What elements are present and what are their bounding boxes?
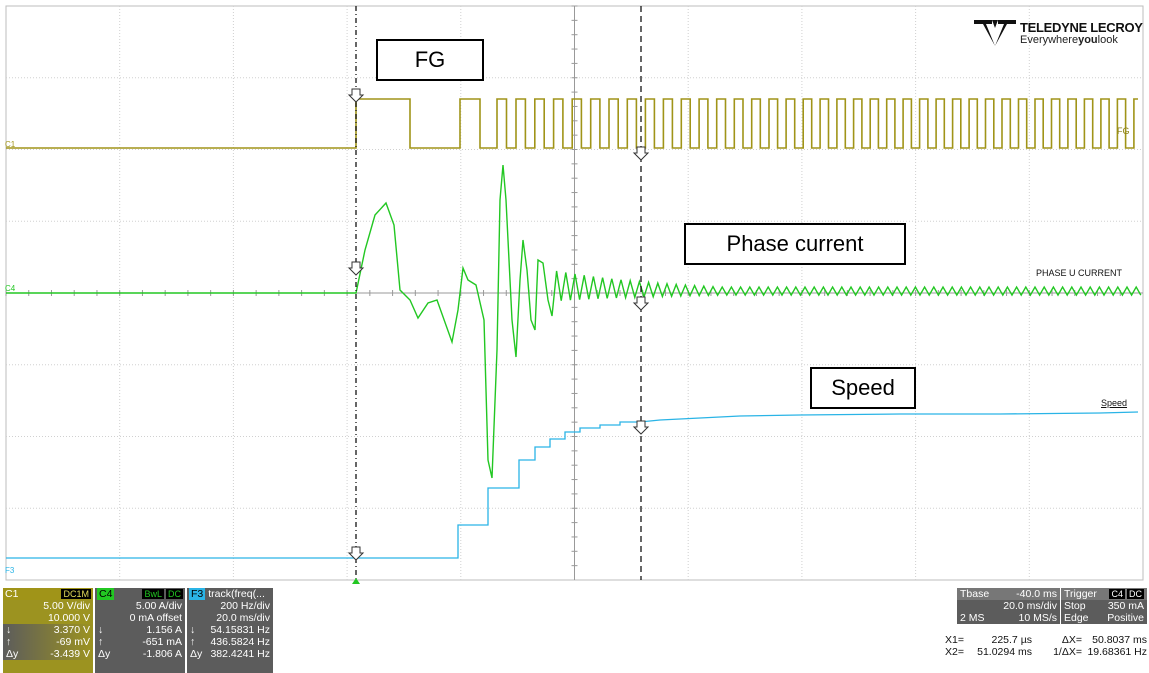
f3-row: Δy 382.4241 Hz: [187, 648, 273, 660]
c1-row-label: ↑: [6, 636, 12, 648]
cursor-inv-dx-value: 19.68361 Hz: [1087, 646, 1147, 658]
c4-cursor-x1-marker: [347, 261, 365, 276]
logo-tagline: Everywhereyoulook: [1020, 34, 1118, 46]
speed-trace-label: Speed: [1101, 398, 1128, 408]
c1-row-value: -69 mV: [56, 636, 90, 648]
f3-row-value: 54.15831 Hz: [210, 624, 270, 636]
f3-cursor-x2-marker: [632, 420, 650, 435]
c1-row: 10.000 V: [3, 612, 93, 624]
phase-current-annotation: Phase current: [684, 223, 906, 265]
cursor-dx-value: 50.8037 ms: [1092, 634, 1147, 646]
f3-function-title: track(freq(...: [208, 588, 265, 600]
c1-row-label: ↓: [6, 624, 12, 636]
c1-row-value: 5.00 V/div: [43, 600, 90, 612]
c1-row-label: [6, 600, 22, 612]
c4-channel-panel[interactable]: C4 BwL DC 5.00 A/div 0 mA offset ↓ 1.156 A ↑…: [95, 588, 185, 673]
f3-marker[interactable]: F3: [5, 566, 15, 575]
c4-bwl-badge: BwL: [142, 589, 164, 599]
c4-row-value: 5.00 A/div: [135, 600, 182, 612]
f3-row-label: [190, 600, 206, 612]
logo-mark-icon: [974, 20, 1016, 46]
c1-row: Δy -3.439 V: [3, 648, 93, 660]
cursor-readout-row-1: X1= 225.7 µs ΔX= 50.8037 ms: [945, 634, 1147, 646]
c4-row-label: Δy: [98, 648, 111, 660]
teledyne-lecroy-logo: TELEDYNE LECROY Everywhereyoulook: [974, 18, 1144, 48]
c4-row-label: ↓: [98, 624, 104, 636]
f3-row: ↓ 54.15831 Hz: [187, 624, 273, 636]
trigger-mode: Stop: [1064, 600, 1086, 612]
c4-row-label: [98, 600, 114, 612]
logo-brand: TELEDYNE LECROY: [1020, 20, 1143, 35]
c1-cursor-x2-marker: [632, 146, 650, 161]
f3-row: ↑ 436.5824 Hz: [187, 636, 273, 648]
cursor-x1-value: 225.7 µs: [991, 634, 1033, 646]
c4-row-label: [98, 612, 114, 624]
f3-row-label: [190, 612, 206, 624]
timebase-delay: -40.0 ms: [1016, 588, 1057, 600]
c1-row-value: 3.370 V: [53, 624, 90, 636]
timebase-memory: 2 MS: [960, 612, 985, 624]
c4-row: 0 mA offset: [95, 612, 185, 624]
trigger-source-badge: C4: [1109, 589, 1125, 599]
f3-cursor-x1-marker: [347, 546, 365, 561]
fg-trace-label: FG: [1117, 126, 1130, 136]
c1-cursor-x1-marker: [347, 88, 365, 103]
c4-row-value: 1.156 A: [146, 624, 182, 636]
trigger-position-icon: [352, 578, 360, 584]
f3-row-label: Δy: [190, 648, 203, 660]
f3-row-value: 436.5824 Hz: [210, 636, 270, 648]
c4-row: Δy -1.806 A: [95, 648, 185, 660]
c1-marker[interactable]: C1: [5, 140, 16, 149]
timebase-per-div: 20.0 ms/div: [1003, 600, 1057, 612]
fg-annotation: FG: [376, 39, 484, 81]
f3-row: 20.0 ms/div: [187, 612, 273, 624]
c1-row-label: [6, 612, 22, 624]
f3-math-panel[interactable]: F3 track(freq(... 200 Hz/div 20.0 ms/div ↓…: [187, 588, 273, 673]
f3-row-label: ↓: [190, 624, 196, 636]
c1-channel-panel[interactable]: C1 DC1M 5.00 V/div 10.000 V ↓ 3.370 V ↑ -69 m…: [3, 588, 93, 673]
timebase-label: Tbase: [960, 588, 990, 600]
speed-annotation: Speed: [810, 367, 916, 409]
trigger-label: Trigger: [1064, 588, 1097, 600]
c1-row-value: 10.000 V: [47, 612, 90, 624]
f3-row-label: ↑: [190, 636, 196, 648]
f3-row: 200 Hz/div: [187, 600, 273, 612]
trigger-type: Edge: [1064, 612, 1089, 624]
c4-phase-current-trace: [6, 164, 1142, 479]
c4-row-value: 0 mA offset: [129, 612, 182, 624]
c4-row: ↓ 1.156 A: [95, 624, 185, 636]
trigger-level: 350 mA: [1107, 600, 1144, 612]
f3-row-value: 20.0 ms/div: [216, 612, 270, 624]
c4-row-label: ↑: [98, 636, 104, 648]
phase-trace-label: PHASE U CURRENT: [1036, 268, 1123, 278]
c1-coupling-badge: DC1M: [61, 589, 91, 599]
c4-cursor-x2-marker: [632, 296, 650, 311]
timebase-sample-rate: 10 MS/s: [1018, 612, 1057, 624]
c1-row: ↑ -69 mV: [3, 636, 93, 648]
c4-marker[interactable]: C4: [5, 284, 16, 293]
cursor-x2-value: 51.0294 ms: [977, 646, 1032, 658]
c4-row-value: -1.806 A: [142, 648, 182, 660]
c1-row-label: Δy: [6, 648, 19, 660]
c1-row-value: -3.439 V: [50, 648, 90, 660]
f3-speed-trace: [6, 411, 1139, 559]
c4-row-value: -651 mA: [142, 636, 182, 648]
c1-row: 5.00 V/div: [3, 600, 93, 612]
trigger-slope: Positive: [1107, 612, 1144, 624]
trigger-panel[interactable]: Trigger C4 DC Stop 350 mA Edge Positive: [1061, 588, 1147, 624]
c1-channel-name: C1: [5, 588, 19, 600]
c4-row: ↑ -651 mA: [95, 636, 185, 648]
f3-row-value: 200 Hz/div: [220, 600, 270, 612]
f3-row-value: 382.4241 Hz: [210, 648, 270, 660]
timebase-panel[interactable]: Tbase -40.0 ms 20.0 ms/div 2 MS 10 MS/s: [957, 588, 1060, 624]
c4-coupling-badge: DC: [166, 589, 183, 599]
cursor-readout-row-2: X2= 51.0294 ms 1/ΔX= 19.68361 Hz: [945, 646, 1147, 658]
c4-channel-name: C4: [97, 588, 115, 600]
f3-channel-name: F3: [189, 588, 206, 600]
c1-row: ↓ 3.370 V: [3, 624, 93, 636]
c1-fg-trace: [6, 98, 1138, 149]
trigger-coupling-badge: DC: [1127, 589, 1144, 599]
c4-row: 5.00 A/div: [95, 600, 185, 612]
